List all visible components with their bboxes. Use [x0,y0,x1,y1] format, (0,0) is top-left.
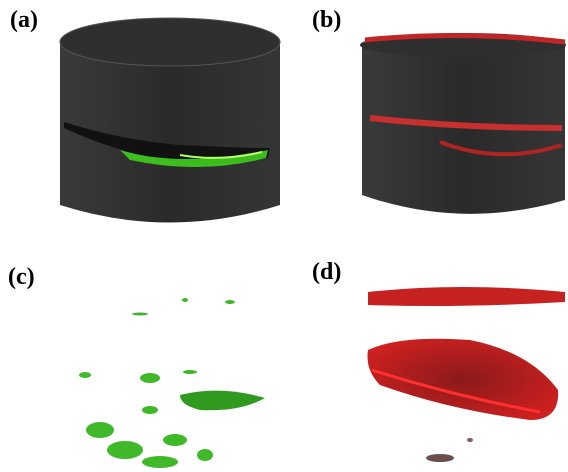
panel-a-render [60,18,280,223]
panel-c-render [79,298,265,468]
panel-label: (c) [8,265,35,289]
panel-label: (d) [312,260,341,284]
panel-b-render [360,33,566,214]
panel-label: (b) [312,8,341,32]
panel-label: (a) [10,8,38,32]
figure: (a) (b) (c) (d) [0,0,568,472]
figure-graphics [0,0,568,472]
panel-d-render [368,287,566,462]
